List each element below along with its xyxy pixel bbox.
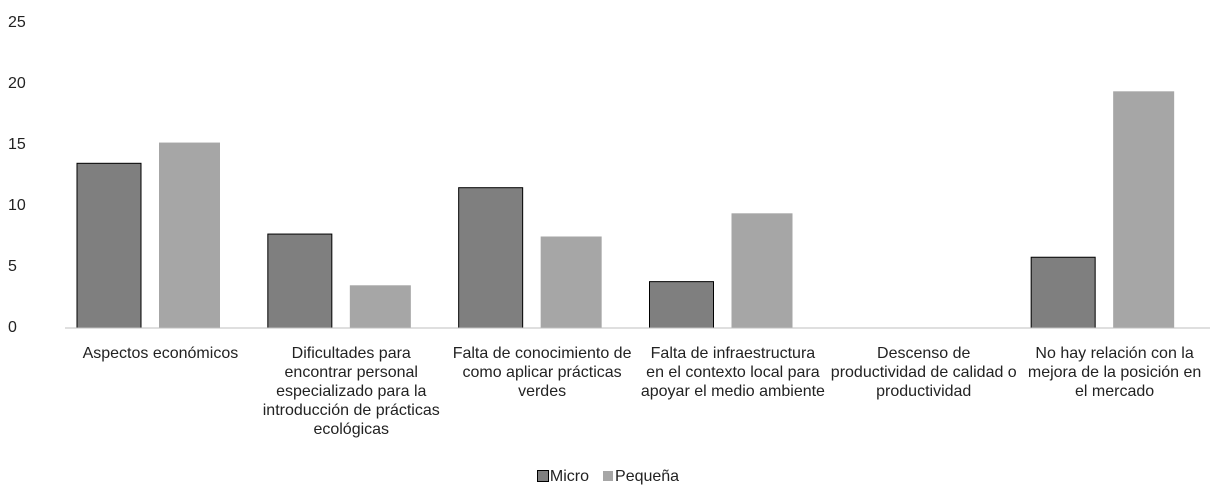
x-tick-label: Falta de conocimiento de como aplicar pr… (452, 345, 632, 400)
bar (649, 281, 714, 329)
x-tick-label: Descenso de productividad de calidad o p… (830, 345, 1017, 400)
bar (731, 213, 793, 328)
bar (458, 187, 524, 329)
x-tick-label: Falta de infraestructura en el contexto … (640, 345, 825, 400)
bar (267, 233, 333, 329)
legend-item: Pequeña (603, 468, 679, 485)
x-tick-label: Dificultades para encontrar personal esp… (262, 345, 440, 438)
legend-label: Pequeña (615, 468, 680, 485)
bar (76, 162, 142, 329)
y-tick-label: 0 (8, 319, 17, 336)
legend-label: Micro (549, 468, 590, 485)
legend-swatch (536, 470, 549, 482)
bar (540, 236, 602, 328)
y-tick-label: 10 (8, 197, 26, 214)
bar (1030, 256, 1096, 329)
bar (159, 142, 220, 328)
legend-swatch (603, 471, 614, 481)
y-tick-label: 5 (8, 258, 17, 275)
bar (1113, 91, 1175, 328)
legend-item: Micro (536, 468, 590, 485)
legend: Micro Pequeña (0, 468, 1217, 486)
x-tick-label: Aspectos económicos (82, 345, 239, 362)
y-tick-label: 20 (8, 75, 26, 92)
bar (349, 285, 411, 328)
x-tick-label: No hay relación con la mejora de la posi… (1027, 345, 1202, 400)
y-tick-label: 15 (8, 136, 26, 153)
y-tick-label: 25 (8, 14, 26, 31)
